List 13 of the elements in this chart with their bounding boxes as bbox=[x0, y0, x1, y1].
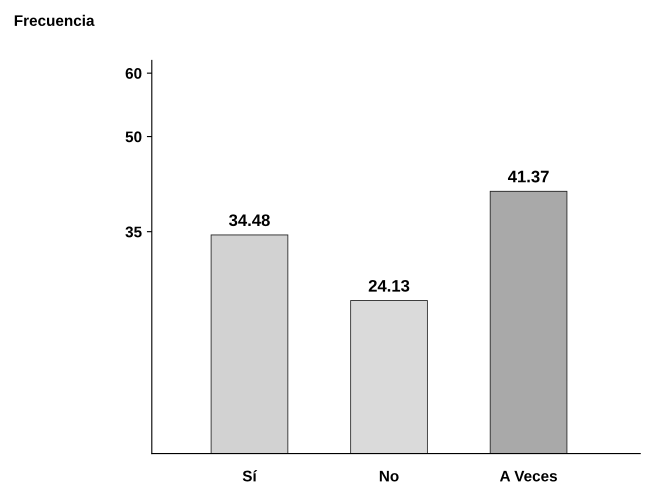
data-label: 34.48 bbox=[229, 214, 270, 226]
data-label: 41.37 bbox=[508, 170, 549, 182]
x-tick-label: A Veces bbox=[500, 470, 557, 482]
y-tick-label: 35 bbox=[125, 226, 142, 238]
x-tick-label: No bbox=[380, 470, 399, 482]
data-label: 24.13 bbox=[368, 280, 410, 292]
bar bbox=[490, 190, 568, 454]
y-tick-label: 60 bbox=[126, 68, 142, 79]
y-axis-title: Frecuencia bbox=[14, 14, 95, 26]
y-tick-label: 50 bbox=[126, 131, 142, 142]
x-tick-label: Sí bbox=[242, 470, 258, 482]
bar bbox=[350, 300, 428, 454]
bar bbox=[210, 234, 288, 454]
